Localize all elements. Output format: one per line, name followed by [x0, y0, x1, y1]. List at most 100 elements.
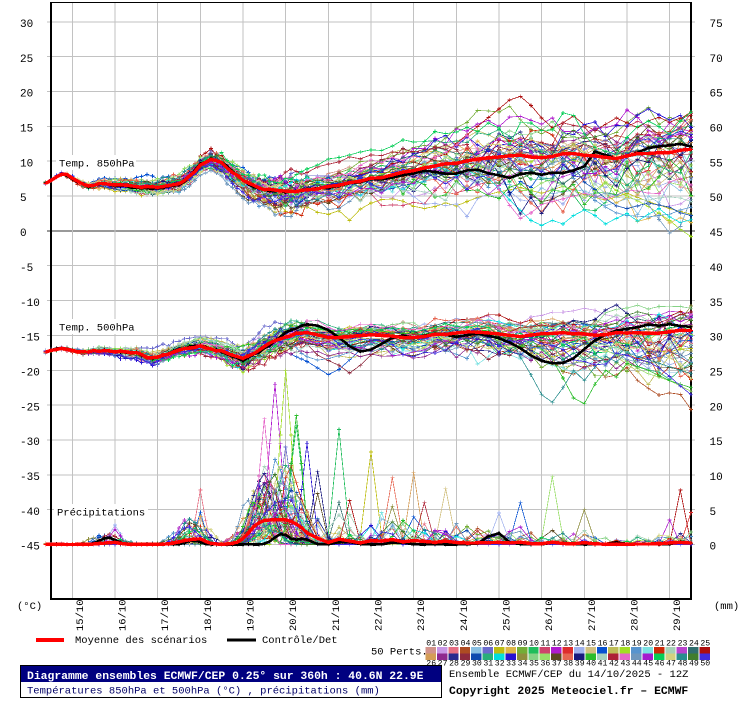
svg-text:15: 15 [710, 437, 723, 449]
svg-text:19/10: 19/10 [246, 599, 258, 631]
svg-text:-40: -40 [20, 507, 40, 519]
svg-text:14: 14 [575, 640, 585, 649]
svg-text:10: 10 [710, 472, 723, 484]
svg-text:30: 30 [710, 333, 723, 345]
svg-text:Diagramme ensembles ECMWF/CEP: Diagramme ensembles ECMWF/CEP 0.25° sur … [27, 671, 424, 683]
svg-text:13: 13 [563, 640, 573, 649]
svg-text:42: 42 [609, 659, 619, 668]
svg-text:07: 07 [495, 640, 505, 649]
svg-text:70: 70 [710, 54, 723, 66]
svg-text:25: 25 [710, 368, 723, 380]
svg-text:16: 16 [598, 640, 608, 649]
svg-text:-20: -20 [20, 368, 40, 380]
svg-text:15/10: 15/10 [75, 599, 87, 631]
svg-text:11: 11 [540, 640, 550, 649]
svg-text:-5: -5 [20, 263, 33, 275]
svg-text:50 Perts.: 50 Perts. [371, 647, 428, 659]
svg-text:Moyenne des scénarios: Moyenne des scénarios [75, 635, 207, 647]
svg-text:5: 5 [710, 507, 717, 519]
svg-text:12: 12 [552, 640, 562, 649]
svg-text:48: 48 [678, 659, 688, 668]
svg-text:-35: -35 [20, 472, 40, 484]
svg-text:34: 34 [518, 659, 528, 668]
svg-text:21/10: 21/10 [331, 599, 343, 631]
svg-text:04: 04 [461, 640, 471, 649]
svg-text:09: 09 [518, 640, 528, 649]
svg-text:15: 15 [586, 640, 596, 649]
svg-text:26: 26 [426, 659, 436, 668]
svg-text:28: 28 [449, 659, 459, 668]
svg-text:26/10: 26/10 [544, 599, 556, 631]
svg-text:24: 24 [689, 640, 699, 649]
svg-text:21: 21 [655, 640, 665, 649]
svg-text:15: 15 [20, 124, 33, 136]
svg-text:47: 47 [666, 659, 676, 668]
svg-text:30: 30 [20, 19, 33, 31]
svg-text:-30: -30 [20, 437, 40, 449]
svg-text:-15: -15 [20, 333, 40, 345]
svg-text:22: 22 [666, 640, 676, 649]
svg-text:44: 44 [632, 659, 642, 668]
svg-text:40: 40 [586, 659, 596, 668]
svg-text:06: 06 [483, 640, 493, 649]
svg-text:46: 46 [655, 659, 665, 668]
svg-text:25: 25 [20, 54, 33, 66]
svg-text:22/10: 22/10 [374, 599, 386, 631]
svg-text:75: 75 [710, 19, 723, 31]
svg-text:43: 43 [620, 659, 630, 668]
svg-text:24/10: 24/10 [459, 599, 471, 631]
svg-text:19: 19 [632, 640, 642, 649]
svg-text:(mm): (mm) [714, 601, 739, 613]
svg-text:10: 10 [529, 640, 539, 649]
svg-text:-25: -25 [20, 402, 40, 414]
svg-text:18/10: 18/10 [203, 599, 215, 631]
svg-text:32: 32 [495, 659, 505, 668]
svg-text:20: 20 [20, 89, 33, 101]
svg-text:31: 31 [483, 659, 493, 668]
svg-text:20/10: 20/10 [288, 599, 300, 631]
svg-text:10: 10 [20, 158, 33, 170]
svg-text:33: 33 [506, 659, 516, 668]
svg-text:Précipitations: Précipitations [57, 508, 145, 520]
svg-text:29: 29 [461, 659, 471, 668]
svg-text:20: 20 [710, 402, 723, 414]
svg-text:29/10: 29/10 [672, 599, 684, 631]
svg-text:08: 08 [506, 640, 516, 649]
svg-text:28/10: 28/10 [630, 599, 642, 631]
svg-text:23: 23 [678, 640, 688, 649]
svg-text:18: 18 [620, 640, 630, 649]
svg-text:30: 30 [472, 659, 482, 668]
svg-text:01: 01 [426, 640, 436, 649]
svg-text:25: 25 [700, 640, 710, 649]
svg-text:49: 49 [689, 659, 699, 668]
svg-text:27/10: 27/10 [587, 599, 599, 631]
svg-text:Temp. 850hPa: Temp. 850hPa [59, 159, 135, 171]
svg-text:16/10: 16/10 [118, 599, 130, 631]
svg-text:25/10: 25/10 [502, 599, 514, 631]
svg-text:02: 02 [438, 640, 448, 649]
svg-text:17: 17 [609, 640, 619, 649]
svg-text:5: 5 [20, 193, 27, 205]
svg-text:05: 05 [472, 640, 482, 649]
svg-text:17/10: 17/10 [160, 599, 172, 631]
svg-text:60: 60 [710, 124, 723, 136]
svg-text:(°C): (°C) [17, 601, 42, 613]
svg-text:41: 41 [598, 659, 608, 668]
svg-text:23/10: 23/10 [416, 599, 428, 631]
svg-text:27: 27 [438, 659, 448, 668]
svg-text:45: 45 [643, 659, 653, 668]
svg-text:Contrôle/Det: Contrôle/Det [262, 635, 338, 647]
svg-text:20: 20 [643, 640, 653, 649]
svg-text:50: 50 [700, 659, 710, 668]
svg-text:35: 35 [529, 659, 539, 668]
svg-text:0: 0 [20, 228, 27, 240]
svg-text:-45: -45 [20, 542, 40, 554]
svg-text:65: 65 [710, 89, 723, 101]
svg-text:Copyright 2025 Meteociel.fr –: Copyright 2025 Meteociel.fr – ECMWF [449, 686, 688, 698]
svg-text:45: 45 [710, 228, 723, 240]
svg-text:55: 55 [710, 158, 723, 170]
svg-text:50: 50 [710, 193, 723, 205]
svg-text:36: 36 [540, 659, 550, 668]
svg-text:Ensemble ECMWF/CEP du 14/10/20: Ensemble ECMWF/CEP du 14/10/2025 - 12Z [449, 669, 688, 681]
svg-text:37: 37 [552, 659, 562, 668]
